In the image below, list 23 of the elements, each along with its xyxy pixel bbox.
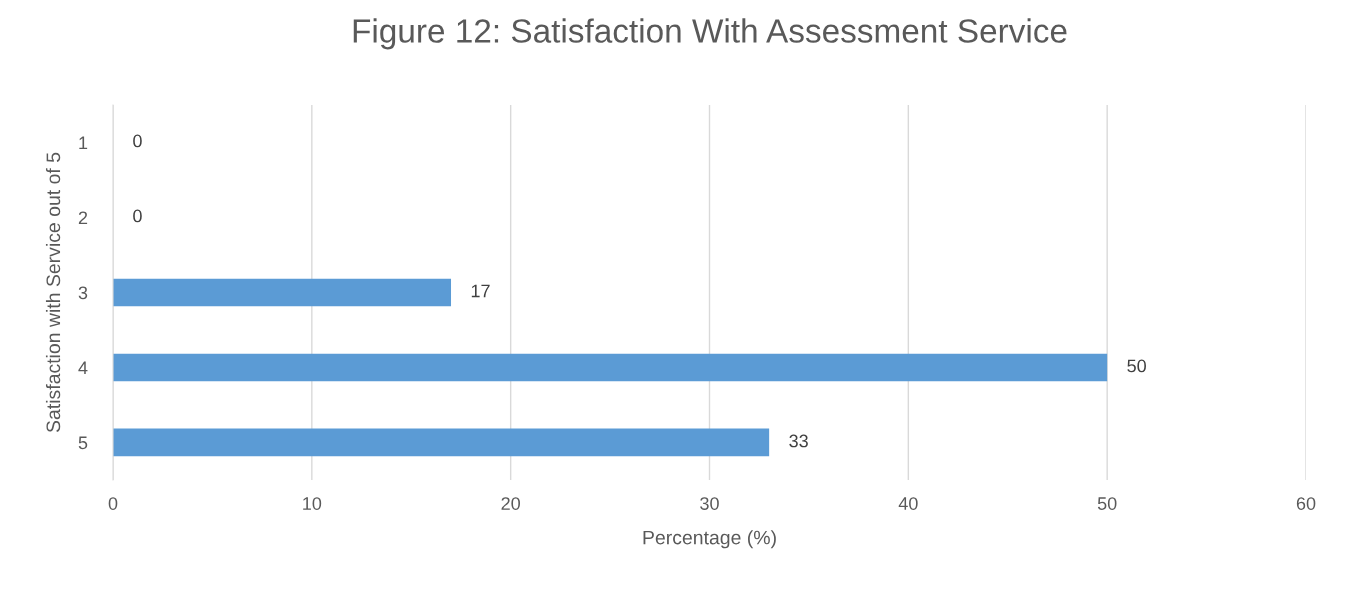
y-tick-label: 4 bbox=[78, 361, 88, 375]
bar bbox=[113, 428, 770, 457]
data-label: 50 bbox=[1127, 359, 1146, 373]
y-tick-label: 5 bbox=[78, 436, 88, 450]
data-label: 0 bbox=[133, 209, 142, 223]
x-axis-title: Percentage (%) bbox=[643, 530, 776, 549]
y-tick-label: 1 bbox=[79, 136, 88, 150]
bar bbox=[113, 278, 452, 307]
data-label: 17 bbox=[471, 284, 490, 298]
x-tick-label: 30 bbox=[700, 497, 719, 510]
data-label: 33 bbox=[789, 434, 808, 448]
x-tick-label: 0 bbox=[108, 497, 118, 510]
y-axis-title: Satisfaction with Service out of 5 bbox=[45, 152, 61, 433]
y-tick-label: 2 bbox=[78, 211, 88, 225]
x-tick-label: 20 bbox=[501, 497, 520, 510]
y-tick-label: 3 bbox=[78, 286, 88, 300]
x-tick-label: 50 bbox=[1097, 497, 1117, 510]
bar bbox=[113, 353, 1108, 382]
chart-title: Figure 12: Satisfaction With Assessment Service bbox=[353, 18, 1067, 50]
x-tick-label: 60 bbox=[1296, 497, 1316, 510]
x-tick-label: 40 bbox=[898, 497, 918, 510]
data-label: 0 bbox=[133, 134, 142, 148]
x-tick-label: 10 bbox=[303, 497, 322, 510]
